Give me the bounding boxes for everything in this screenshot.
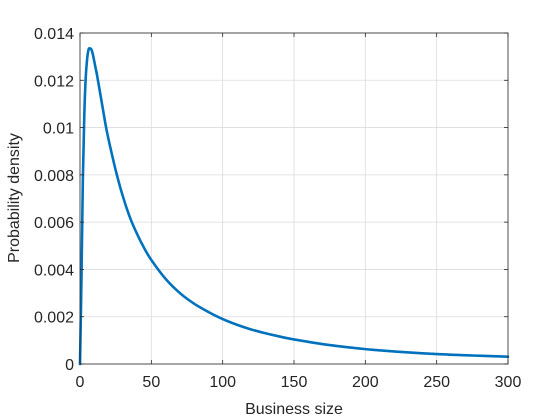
- y-tick-label: 0.006: [34, 215, 74, 232]
- x-tick-label: 50: [142, 374, 160, 391]
- y-tick-labels: 0 0.002 0.004 0.006 0.008 0.01 0.012 0.014: [34, 26, 74, 374]
- x-axis-title: Business size: [245, 401, 343, 418]
- x-tick-labels: 0 50 100 150 200 250 300: [76, 374, 522, 391]
- series-line-0: [78, 46, 510, 366]
- y-tick-label: 0.014: [34, 26, 74, 43]
- y-axis-title: Probability density: [6, 133, 23, 263]
- y-tick-label: 0.01: [43, 121, 74, 138]
- x-tick-label: 300: [495, 374, 522, 391]
- ticks: [79, 32, 509, 365]
- x-tick-label: 250: [423, 374, 450, 391]
- y-tick-label: 0.002: [34, 310, 74, 327]
- x-tick-label: 200: [352, 374, 379, 391]
- y-tick-label: 0: [65, 357, 74, 374]
- y-tick-label: 0.008: [34, 168, 74, 185]
- y-tick-label: 0.004: [34, 262, 74, 279]
- series-layer: [78, 46, 510, 366]
- x-tick-label: 150: [281, 374, 308, 391]
- y-tick-label: 0.012: [34, 73, 74, 90]
- x-tick-label: 100: [209, 374, 236, 391]
- x-tick-label: 0: [76, 374, 85, 391]
